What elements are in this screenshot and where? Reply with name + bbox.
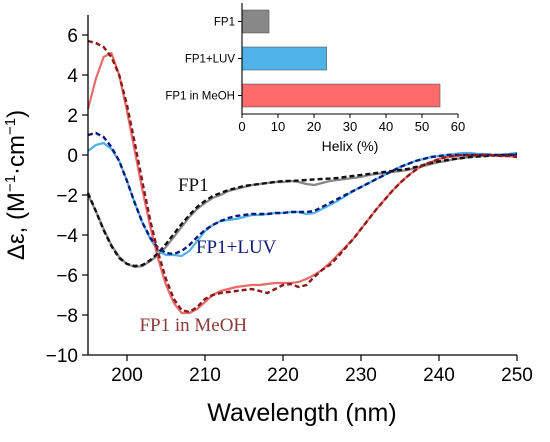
y-axis-label-end: ) <box>3 110 30 118</box>
helix-bar-fp1 <box>241 9 270 34</box>
x-tick-label: 220 <box>267 365 299 386</box>
inset-x-tick-label: 20 <box>307 119 321 134</box>
curve-labels: FP1 FP1+LUV FP1 in MeOH <box>139 175 276 336</box>
y-tick-label: −6 <box>56 266 78 287</box>
y-tick-label: −8 <box>56 306 78 327</box>
y-axis-label-mid: ·cm <box>3 135 30 175</box>
x-ticks: 200 210 220 230 240 250 <box>111 355 533 386</box>
inset-x-tick-label: 0 <box>238 119 245 134</box>
inset-x-tick-label: 30 <box>343 119 357 134</box>
x-tick-label: 210 <box>189 365 221 386</box>
y-tick-label: −4 <box>56 226 78 247</box>
x-axis-label: Wavelength (nm) <box>207 399 396 427</box>
fit-line-fp1-in-meoh <box>87 39 518 314</box>
helix-bar-fp1-luv <box>241 46 327 71</box>
inset-category-label: FP1 in MeOH <box>165 91 235 103</box>
inset-category-label: FP1+LUV <box>185 54 236 66</box>
curve-label-fp1: FP1 <box>178 175 209 196</box>
x-tick-label: 200 <box>111 365 143 386</box>
y-axis-label-sup2: −1 <box>2 118 19 135</box>
curve-label-fp1-in-meoh: FP1 in MeOH <box>139 315 247 336</box>
y-tick-label: 6 <box>67 26 78 47</box>
helix-inset-chart: 0 10 20 30 40 50 60 FP1 FP1+LUV FP1 in MeOH Heli… <box>165 3 465 154</box>
curve-label-fp1-luv: FP1+LUV <box>196 237 277 258</box>
spectra-lines <box>86 39 518 315</box>
fit-line-fp1-luv <box>87 131 517 256</box>
inset-x-tick-label: 60 <box>451 119 465 134</box>
inset-x-tick-label: 40 <box>379 119 393 134</box>
fit-line-fp1 <box>86 152 518 268</box>
y-tick-label: 2 <box>67 106 78 127</box>
x-tick-label: 240 <box>423 365 455 386</box>
y-axis-label-sup1: −1 <box>2 175 19 192</box>
inset-x-tick-label: 50 <box>415 119 429 134</box>
y-axis-label-main: Δε, (M <box>3 192 30 260</box>
y-tick-label: 4 <box>67 66 78 87</box>
series-line-fp1 <box>87 151 518 269</box>
x-tick-label: 250 <box>501 365 533 386</box>
inset-x-ticks: 0 10 20 30 40 50 60 <box>238 114 465 134</box>
x-tick-label: 230 <box>345 365 377 386</box>
inset-category-labels: FP1 FP1+LUV FP1 in MeOH <box>165 17 242 103</box>
helix-bar-fp1-in-meoh <box>241 83 441 108</box>
inset-x-tick-label: 10 <box>271 119 285 134</box>
y-tick-label: 0 <box>67 146 78 167</box>
y-tick-label: −10 <box>46 346 78 367</box>
y-tick-label: −2 <box>56 186 78 207</box>
y-axis-label: Δε, (M−1·cm−1) <box>2 110 30 260</box>
inset-category-label: FP1 <box>214 17 235 29</box>
inset-x-axis-label: Helix (%) <box>322 138 379 154</box>
main-axes <box>87 15 517 356</box>
y-ticks: −10 −8 −6 −4 −2 0 2 4 6 <box>46 26 88 367</box>
